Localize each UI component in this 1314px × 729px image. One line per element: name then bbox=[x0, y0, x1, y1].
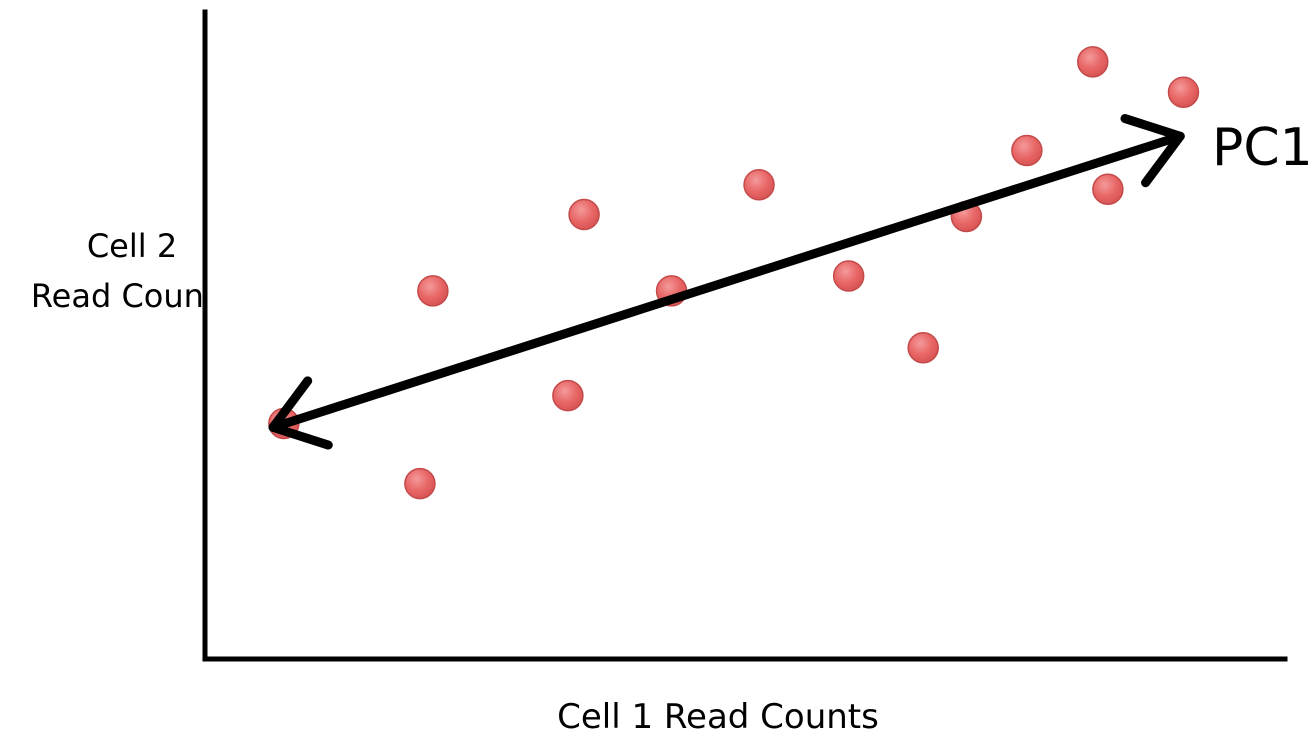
pc1-label: PC1 bbox=[1212, 118, 1313, 178]
pc1-arrow bbox=[268, 114, 1185, 450]
x-axis-label: Cell 1 Read Counts bbox=[557, 697, 879, 729]
data-points bbox=[268, 46, 1200, 500]
data-point-5 bbox=[568, 198, 600, 231]
data-point-2 bbox=[404, 467, 436, 500]
y-axis-label-line-1: Cell 2 bbox=[87, 227, 177, 265]
data-point-4 bbox=[552, 379, 584, 412]
pc1-arrowhead-left bbox=[268, 376, 333, 450]
data-point-13 bbox=[1092, 173, 1124, 206]
data-point-8 bbox=[832, 260, 865, 292]
data-point-11 bbox=[1011, 134, 1043, 167]
pc1-arrow-shaft bbox=[268, 131, 1185, 432]
y-axis-label-line-2: Read Counts bbox=[31, 277, 233, 315]
y-label-clip-mask bbox=[207, 270, 268, 320]
data-point-12 bbox=[1077, 46, 1109, 78]
data-point-9 bbox=[907, 332, 939, 364]
data-point-14 bbox=[1167, 76, 1200, 108]
data-point-3 bbox=[417, 275, 449, 307]
data-point-7 bbox=[743, 168, 775, 201]
pc1-arrowhead-right bbox=[1120, 114, 1185, 188]
